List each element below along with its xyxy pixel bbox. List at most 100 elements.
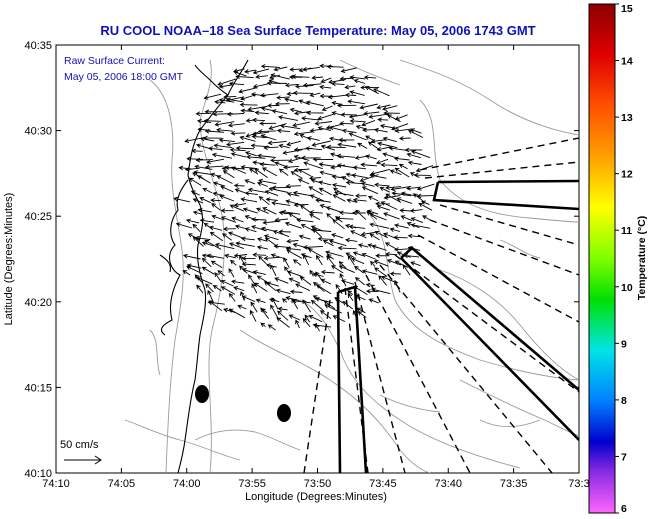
x-tick-label: 73:40 <box>434 478 462 490</box>
current-vector <box>377 141 398 149</box>
current-vector <box>218 137 235 143</box>
current-vector <box>318 187 332 196</box>
current-vector <box>320 77 332 83</box>
current-vector <box>293 131 314 137</box>
current-vector <box>270 304 279 320</box>
current-vector <box>211 203 221 211</box>
current-vector <box>327 94 347 100</box>
current-vector <box>322 240 334 247</box>
current-vector <box>234 224 246 230</box>
current-vector <box>185 218 200 224</box>
current-vector <box>229 259 237 266</box>
current-vector <box>373 88 390 97</box>
current-vector <box>254 168 268 178</box>
current-vector <box>320 269 335 275</box>
current-vector <box>367 195 379 202</box>
current-vector <box>273 66 288 72</box>
current-vector <box>356 307 366 314</box>
current-vector <box>267 324 276 331</box>
current-vector <box>345 252 355 258</box>
current-vector <box>349 90 365 96</box>
current-vector <box>341 279 355 285</box>
current-vector <box>244 151 257 157</box>
current-vector <box>323 300 336 310</box>
current-vector <box>382 136 397 143</box>
x-tick-label: 73:55 <box>238 478 266 490</box>
current-vector <box>235 241 255 247</box>
current-vector <box>353 285 368 295</box>
current-vector <box>178 165 192 171</box>
current-vector <box>404 147 423 153</box>
y-tick-marks <box>56 44 579 474</box>
current-vector <box>208 146 223 151</box>
current-vector <box>241 295 256 303</box>
current-vector <box>371 244 387 251</box>
current-vector <box>220 286 236 295</box>
colorbar-tick-label: 15 <box>621 3 633 15</box>
current-vector <box>270 264 277 277</box>
current-vector <box>213 143 233 149</box>
current-vector <box>344 84 356 90</box>
current-vector <box>331 182 347 188</box>
current-vector <box>331 81 345 87</box>
current-vector <box>216 175 233 184</box>
y-tick-label: 40:20 <box>24 297 52 309</box>
current-vector <box>202 187 213 194</box>
current-vector <box>280 123 301 130</box>
current-vector <box>201 253 214 259</box>
current-vector <box>380 162 398 168</box>
current-vector <box>352 251 364 257</box>
current-vector <box>239 102 258 108</box>
current-vector <box>256 181 268 187</box>
current-vector <box>247 105 268 112</box>
current-vector <box>237 304 247 310</box>
current-vector <box>318 162 335 167</box>
y-tick-label: 40:10 <box>24 468 52 480</box>
colorbar-tick-labels: 15 14 13 12 11 10 9 8 7 6 <box>621 3 633 515</box>
bathymetry-contours <box>124 59 579 473</box>
current-vector <box>263 281 277 292</box>
current-vector <box>204 128 225 134</box>
current-vector <box>256 207 269 214</box>
current-vector <box>227 122 245 128</box>
current-vector <box>270 158 290 163</box>
current-vector <box>370 260 376 267</box>
current-vector <box>256 245 268 250</box>
current-vector <box>394 279 401 293</box>
current-vector <box>334 190 354 197</box>
current-vector <box>354 294 366 301</box>
current-vector <box>252 83 270 89</box>
current-vector <box>303 161 323 170</box>
current-vector <box>286 192 300 197</box>
current-vector <box>228 268 235 278</box>
current-vector <box>305 100 324 107</box>
current-vector <box>252 270 267 276</box>
current-vector <box>326 255 336 267</box>
current-vector <box>406 186 420 191</box>
current-vector <box>208 300 223 312</box>
current-vector <box>353 78 366 84</box>
current-vector <box>184 137 202 144</box>
current-vector <box>373 127 388 133</box>
current-vector <box>329 136 347 142</box>
current-vector <box>340 112 357 117</box>
current-vector <box>287 270 303 278</box>
current-vector <box>325 206 343 213</box>
current-vector <box>195 157 213 163</box>
current-vector <box>212 111 233 117</box>
current-vector <box>407 233 421 239</box>
current-vector <box>224 165 245 170</box>
current-vector <box>277 306 288 312</box>
buoy-marker-2 <box>277 404 291 422</box>
map-title: RU COOL NOAA–18 Sea Surface Temperature:… <box>100 23 535 38</box>
current-vector <box>281 209 301 215</box>
current-vector <box>315 198 331 203</box>
current-vector <box>214 99 226 105</box>
current-vector <box>410 217 424 224</box>
current-vector <box>262 207 277 215</box>
current-vector <box>312 322 332 328</box>
current-vector <box>284 221 302 229</box>
current-vector <box>285 183 301 189</box>
current-vector <box>230 152 247 158</box>
current-vector <box>188 177 202 186</box>
